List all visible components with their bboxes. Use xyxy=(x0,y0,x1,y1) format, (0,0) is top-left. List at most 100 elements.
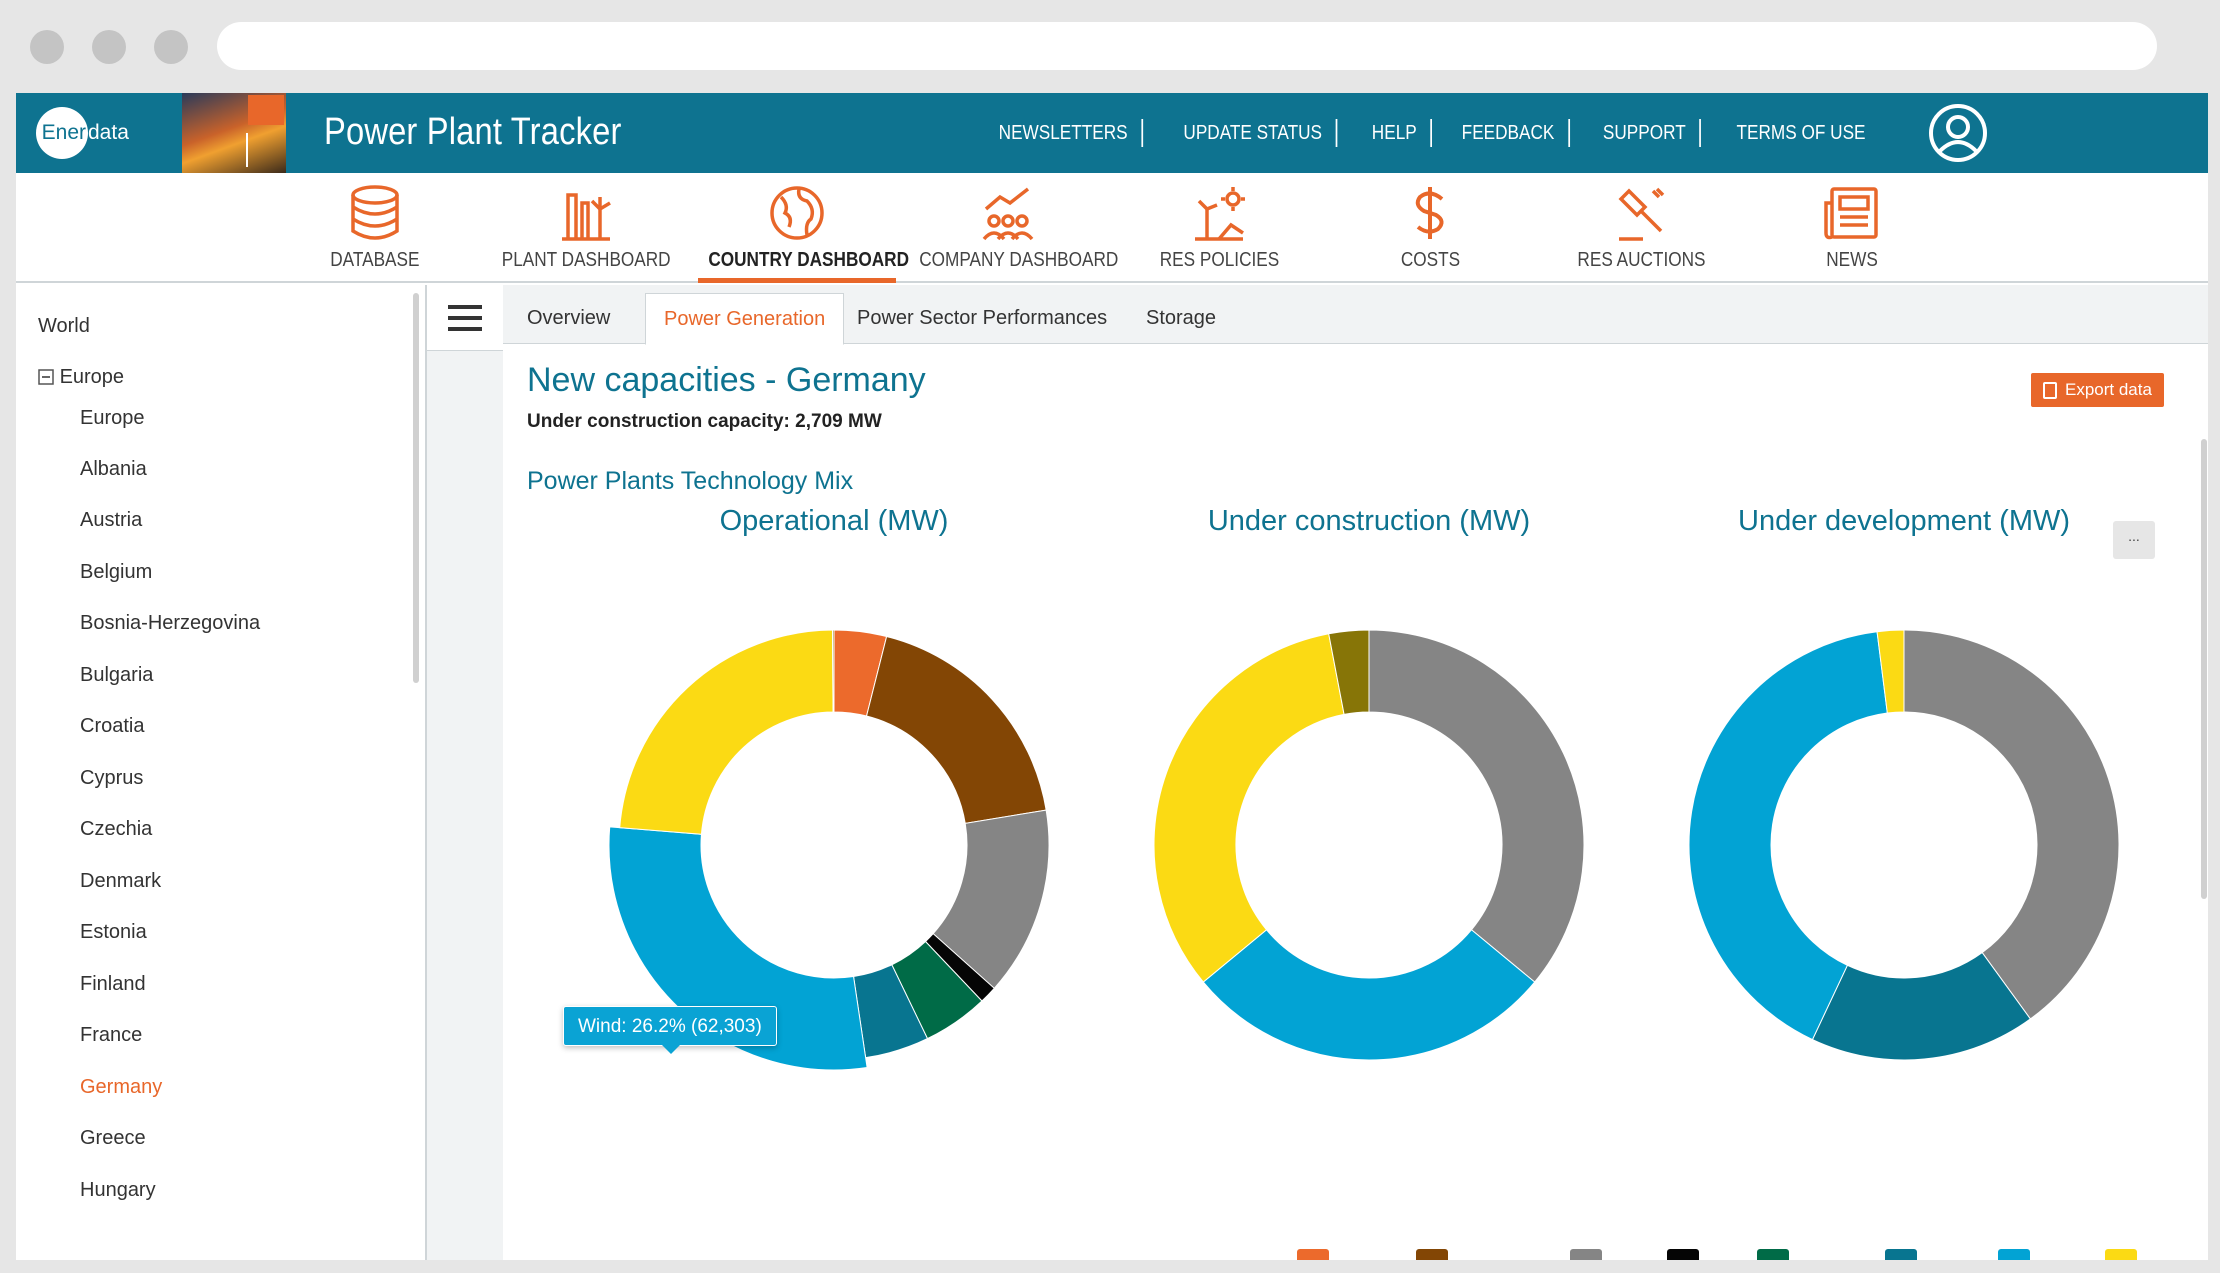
tab-power-generation[interactable]: Power Generation xyxy=(645,293,845,345)
address-bar[interactable] xyxy=(217,22,2157,70)
export-data-button[interactable]: Export data xyxy=(2031,373,2164,407)
chart-title-under-development: Under development (MW) xyxy=(1738,505,2070,537)
sidebar-divider xyxy=(425,285,427,1260)
donut-chart-operational[interactable] xyxy=(604,615,1064,1075)
gavel-icon xyxy=(1618,187,1665,241)
module-country-dashboard[interactable]: COUNTRY DASHBOARD xyxy=(692,173,909,283)
module-plant-dashboard[interactable]: PLANT DASHBOARD xyxy=(481,173,691,283)
tab-storage[interactable]: Storage xyxy=(1146,307,1217,329)
tree-item-country[interactable]: Finland xyxy=(80,973,146,995)
tree-item-country[interactable]: Belgium xyxy=(80,561,153,583)
slice-wind[interactable] xyxy=(1202,929,1536,1061)
module-label: RES POLICIES xyxy=(1159,249,1279,271)
slice-solar[interactable] xyxy=(1876,629,1905,714)
tree-item-world[interactable]: World xyxy=(38,315,90,337)
legend-label: Biomass xyxy=(1798,1257,1852,1260)
newsletters-link[interactable]: NEWSLETTERS xyxy=(985,119,1144,147)
legend-swatch xyxy=(1570,1249,1602,1260)
region-label: Europe xyxy=(59,366,125,388)
thumbnail-badge xyxy=(248,95,284,125)
feedback-link[interactable]: FEEDBACK xyxy=(1448,119,1570,147)
tree-item-country-selected[interactable]: Germany xyxy=(80,1076,163,1098)
collapse-icon[interactable] xyxy=(38,369,54,385)
legend-item-coal-lignite[interactable]: Coal/Lignite xyxy=(1416,1249,1531,1260)
tree-item-country[interactable]: Bulgaria xyxy=(80,664,154,686)
res-policies-icon xyxy=(1195,187,1245,241)
module-database[interactable]: DATABASE xyxy=(270,173,480,283)
tree-item-country[interactable]: Croatia xyxy=(80,715,145,737)
slice-coal-lignite[interactable] xyxy=(865,635,1047,824)
menu-toggle-button[interactable] xyxy=(427,285,503,351)
tree-item-country[interactable]: Estonia xyxy=(80,921,147,943)
legend-item-nuclear[interactable]: Nuclear xyxy=(1297,1249,1386,1260)
tree-item-country[interactable]: Albania xyxy=(80,458,147,480)
legend-label: Nuclear xyxy=(1338,1257,1386,1260)
slice-gas[interactable] xyxy=(1368,629,1585,983)
tree-item-country[interactable]: Europe xyxy=(80,407,145,429)
legend-swatch xyxy=(1757,1249,1789,1260)
tab-power-sector-performances[interactable]: Power Sector Performances xyxy=(857,307,1108,329)
module-label: DATABASE xyxy=(330,249,420,271)
support-link[interactable]: SUPPORT xyxy=(1589,119,1701,147)
logo-prefix: Ener xyxy=(41,121,86,144)
module-res-auctions[interactable]: RES AUCTIONS xyxy=(1536,173,1746,283)
module-label: COUNTRY DASHBOARD xyxy=(708,249,910,271)
slice-geothermal-marine-etc[interactable] xyxy=(832,629,835,713)
donut-chart-under-construction[interactable] xyxy=(1139,615,1599,1075)
tree-item-europe-region[interactable]: Europe xyxy=(38,366,124,389)
tree-item-country[interactable]: Denmark xyxy=(80,870,162,892)
slice-gas[interactable] xyxy=(1903,629,2120,1020)
slice-solar[interactable] xyxy=(619,629,834,835)
tree-item-country[interactable]: Cyprus xyxy=(80,767,144,789)
chart-tooltip: Wind: 26.2% (62,303) xyxy=(563,1006,777,1054)
slice-geothermal-marine-etc[interactable] xyxy=(1328,629,1370,715)
legend-item-solar[interactable]: Solar* xyxy=(2105,1249,2184,1260)
legend-item-oil[interactable]: Oil xyxy=(1667,1249,1725,1260)
legend-item-hydro[interactable]: Hydro xyxy=(1885,1249,1963,1260)
terms-of-use-link[interactable]: TERMS OF USE xyxy=(1736,122,1866,144)
legend-item-gas[interactable]: Gas xyxy=(1570,1249,1637,1260)
update-status-link[interactable]: UPDATE STATUS xyxy=(1170,119,1338,147)
slice-solar[interactable] xyxy=(1153,633,1345,983)
tree-item-country[interactable]: Bosnia-Herzegovina xyxy=(80,612,261,634)
product-thumbnail xyxy=(182,93,286,173)
top-links: NEWSLETTERS UPDATE STATUS HELP FEEDBACK … xyxy=(972,119,1892,147)
hamburger-icon xyxy=(448,304,482,331)
enerdata-logo[interactable]: Ener data xyxy=(36,105,129,161)
module-nav: DATABASE PLANT DASHBOARD COUNTRY DASHBOA… xyxy=(16,173,2208,283)
legend-item-wind[interactable]: Wind xyxy=(1998,1249,2071,1260)
legend-swatch xyxy=(1998,1249,2030,1260)
user-avatar-icon[interactable] xyxy=(1928,103,1988,163)
app-title: Power Plant Tracker xyxy=(324,111,622,153)
main-content: New capacities - Germany Under construct… xyxy=(503,345,2208,1260)
help-link[interactable]: HELP xyxy=(1358,119,1432,147)
legend-swatch xyxy=(1885,1249,1917,1260)
slice-wind[interactable] xyxy=(1688,631,1888,1041)
tree-item-country[interactable]: Hungary xyxy=(80,1179,156,1201)
company-icon xyxy=(982,187,1034,241)
chart-menu-button[interactable]: ... xyxy=(2113,521,2155,559)
legend-label: Oil xyxy=(1708,1257,1725,1260)
donut-chart-under-development[interactable] xyxy=(1674,615,2134,1075)
page-title: New capacities - Germany xyxy=(527,361,926,399)
tree-item-country[interactable]: Czechia xyxy=(80,818,153,840)
main-scrollbar[interactable] xyxy=(2201,439,2207,899)
module-news[interactable]: NEWS xyxy=(1747,173,1957,283)
slice-wind[interactable] xyxy=(608,826,868,1071)
legend-swatch xyxy=(1416,1249,1448,1260)
window-minimize-dot[interactable] xyxy=(92,30,126,64)
plant-icon xyxy=(562,193,611,241)
legend-swatch xyxy=(1667,1249,1699,1260)
tree-item-country[interactable]: Greece xyxy=(80,1127,146,1149)
sidebar-scrollbar[interactable] xyxy=(413,293,419,683)
module-company-dashboard[interactable]: COMPANY DASHBOARD xyxy=(903,173,1118,283)
module-costs[interactable]: COSTS xyxy=(1325,173,1535,283)
window-maximize-dot[interactable] xyxy=(154,30,188,64)
module-res-policies[interactable]: RES POLICIES xyxy=(1114,173,1324,283)
tree-item-country[interactable]: France xyxy=(80,1024,143,1046)
tree-item-country[interactable]: Austria xyxy=(80,509,143,531)
window-close-dot[interactable] xyxy=(30,30,64,64)
globe-icon xyxy=(770,186,824,240)
legend-item-biomass[interactable]: Biomass xyxy=(1757,1249,1852,1260)
tab-overview[interactable]: Overview xyxy=(527,307,611,329)
